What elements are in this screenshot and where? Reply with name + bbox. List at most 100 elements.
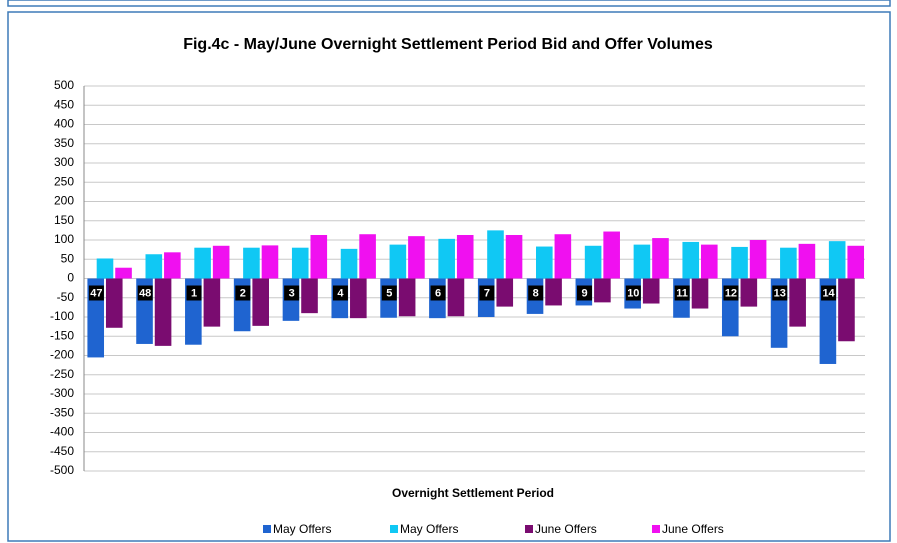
bar — [398, 278, 416, 317]
bar — [291, 247, 309, 279]
category-label-box — [772, 285, 788, 301]
bar — [487, 230, 504, 279]
y-tick-label: -500 — [50, 463, 74, 477]
bar — [740, 278, 758, 307]
category-label-box — [625, 285, 641, 301]
x-tick-label: 12 — [725, 287, 737, 299]
bar — [536, 246, 553, 279]
x-tick-label: 48 — [139, 287, 151, 299]
bar — [789, 278, 806, 327]
y-tick-label: -50 — [57, 290, 75, 304]
category-label-box — [723, 285, 739, 301]
x-tick-label: 2 — [240, 287, 246, 299]
bar — [194, 247, 211, 279]
bar — [496, 278, 514, 307]
y-tick-label: -100 — [50, 309, 74, 323]
bar — [115, 267, 132, 279]
bar — [261, 245, 279, 279]
y-tick-label: 400 — [54, 117, 74, 131]
x-tick-label: 3 — [289, 287, 295, 299]
legend-label: June Offers — [662, 522, 724, 536]
x-tick-label: 8 — [533, 287, 539, 299]
bar — [505, 234, 523, 279]
bar — [456, 234, 474, 279]
category-label-box — [430, 285, 446, 301]
legend-label: May Offers — [273, 522, 331, 536]
bar — [164, 252, 181, 279]
y-tick-label: 200 — [54, 194, 74, 208]
legend-swatch — [263, 525, 271, 533]
bar — [652, 238, 669, 279]
category-label-box — [674, 285, 690, 301]
y-tick-label: -250 — [50, 367, 74, 381]
x-tick-label: 7 — [484, 287, 490, 299]
category-label-box — [186, 285, 202, 301]
category-label-box — [88, 285, 104, 301]
legend-swatch — [390, 525, 398, 533]
bar — [603, 231, 620, 279]
y-tick-label: 500 — [54, 78, 74, 92]
chart-title: Fig.4c - May/June Overnight Settlement P… — [183, 36, 713, 53]
y-tick-label: 150 — [54, 213, 74, 227]
bar — [340, 248, 358, 279]
category-label-box — [332, 285, 348, 301]
x-tick-label: 5 — [386, 287, 392, 299]
legend-label: May Offers — [400, 522, 458, 536]
bar — [731, 246, 748, 279]
x-tick-label: 47 — [90, 287, 102, 299]
category-label-box — [479, 285, 495, 301]
x-tick-label: 10 — [627, 287, 639, 299]
category-label-box — [137, 285, 153, 301]
bar — [847, 245, 865, 279]
bar — [691, 278, 709, 309]
x-tick-label: 6 — [435, 287, 441, 299]
bar — [554, 234, 572, 279]
bar — [359, 234, 376, 279]
x-tick-label: 11 — [676, 287, 688, 299]
bar — [545, 278, 562, 306]
y-tick-label: 0 — [67, 271, 74, 285]
bar — [584, 245, 602, 279]
y-tick-label: 350 — [54, 136, 74, 150]
bar — [447, 278, 465, 317]
bar — [438, 238, 455, 279]
bar — [105, 278, 123, 328]
y-tick-label: -300 — [50, 386, 74, 400]
bar — [749, 240, 767, 279]
bar — [594, 278, 611, 303]
bar — [350, 278, 367, 319]
bar — [252, 278, 269, 326]
top-frame — [7, 0, 891, 7]
bar — [96, 258, 114, 279]
bar — [700, 244, 718, 279]
legend-swatch — [525, 525, 533, 533]
x-tick-label: 4 — [337, 287, 344, 299]
bar — [301, 278, 318, 314]
category-label-box — [381, 285, 397, 301]
y-tick-label: 50 — [61, 251, 75, 265]
bar — [408, 236, 425, 279]
y-tick-label: 250 — [54, 174, 74, 188]
bar — [145, 254, 163, 279]
category-label-box — [821, 285, 837, 301]
category-label-box — [235, 285, 251, 301]
category-label-box — [284, 285, 300, 301]
y-tick-label: 100 — [54, 232, 74, 246]
bar — [828, 241, 846, 279]
legend-swatch — [652, 525, 660, 533]
bar — [798, 243, 816, 279]
bar — [212, 245, 230, 279]
x-tick-label: 13 — [774, 287, 786, 299]
y-tick-label: -200 — [50, 348, 74, 362]
y-tick-label: 450 — [54, 97, 74, 111]
y-tick-label: -350 — [50, 405, 74, 419]
x-axis-title: Overnight Settlement Period — [392, 486, 554, 500]
y-tick-label: -150 — [50, 328, 74, 342]
category-label-box — [577, 285, 593, 301]
bar — [389, 244, 407, 279]
legend-label: June Offers — [535, 522, 597, 536]
x-tick-label: 1 — [191, 287, 197, 299]
y-tick-label: -450 — [50, 444, 74, 458]
bar — [154, 278, 172, 346]
